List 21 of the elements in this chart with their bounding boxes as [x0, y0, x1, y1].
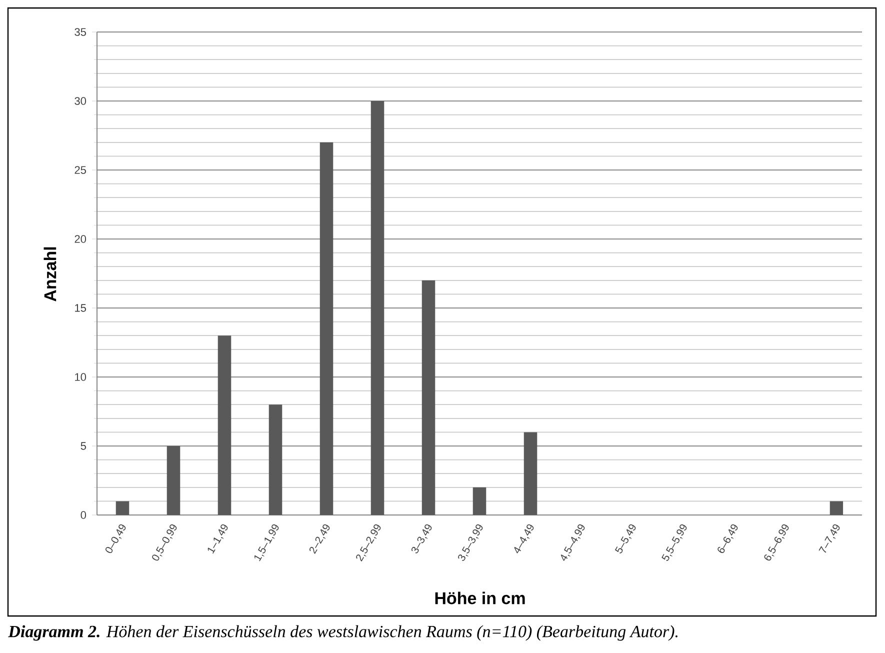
y-tick-label: 30 [74, 97, 86, 105]
y-tick-label: 0 [80, 511, 86, 519]
bar [472, 487, 486, 515]
y-axis-title: Anzahl [44, 247, 56, 302]
y-tick-label: 10 [75, 373, 86, 381]
bar [166, 446, 180, 515]
y-tick-label: 35 [74, 28, 86, 36]
bar [370, 101, 384, 515]
bar [268, 404, 282, 515]
text: Diagramm 2. Höhen der Eisenschüsseln des westslawischen Raums (n=110) (Bearbeitung Autor). [8, 625, 678, 641]
bar [422, 280, 436, 515]
y-tick-label: 20 [74, 235, 86, 243]
y-tick-label: 25 [74, 166, 86, 174]
bar [320, 142, 334, 515]
bar [218, 336, 232, 515]
y-tick-label: 15 [75, 304, 86, 312]
bar [830, 501, 844, 515]
x-axis-title: Höhe in cm [435, 592, 525, 604]
bar [524, 432, 538, 515]
bar [116, 501, 130, 515]
y-tick-label: 5 [80, 442, 86, 450]
